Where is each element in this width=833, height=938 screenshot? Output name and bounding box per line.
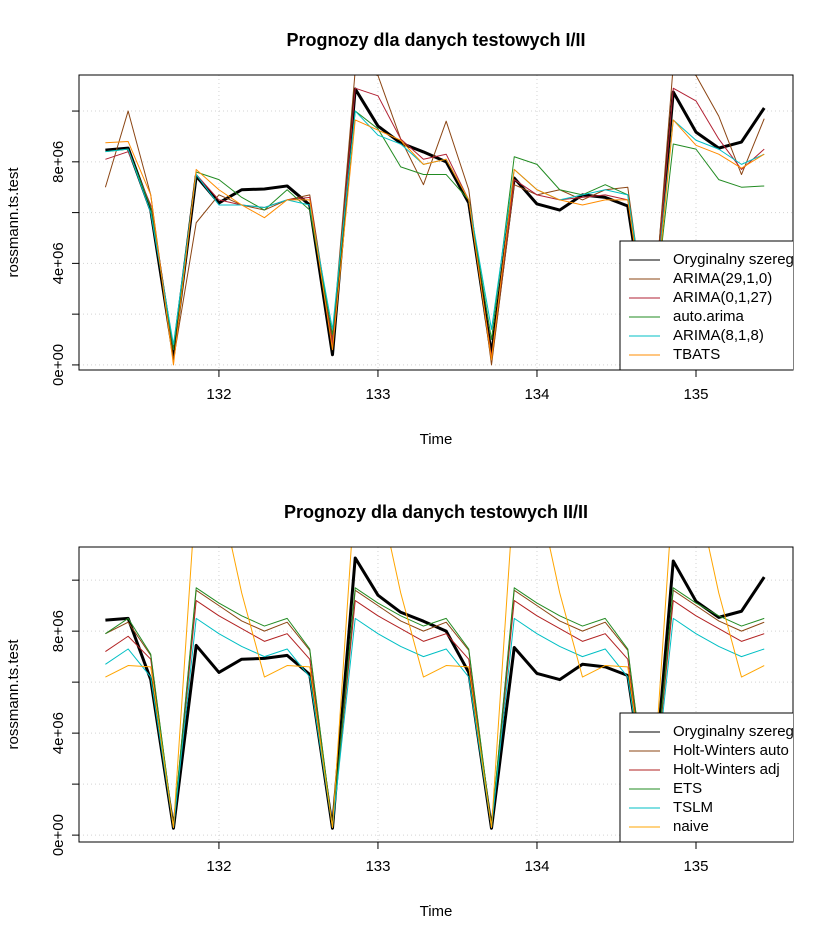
x-tick-label: 132 [206, 858, 231, 875]
legend-label: TBATS [673, 346, 720, 363]
legend-label: ARIMA(0,1,27) [673, 289, 772, 306]
y-axis-title: rossmann.ts.test [5, 167, 22, 278]
x-axis-title: Time [420, 903, 453, 920]
legend: Oryginalny szereg ARIMA(29,1,0) ARIMA(0,1,… [619, 240, 794, 370]
legend-label: auto.arima [673, 308, 745, 325]
y-tick-label: 0e+00 [50, 344, 67, 386]
plot-frame [78, 546, 794, 843]
legend-label: TSLM [673, 799, 713, 816]
x-tick-label: 133 [365, 386, 390, 403]
legend-label: Holt-Winters adj [673, 761, 780, 778]
x-tick-label: 132 [206, 386, 231, 403]
y-tick-label: 8e+06 [50, 141, 67, 183]
x-tick-label: 134 [524, 386, 549, 403]
x-tick-label: 133 [365, 858, 390, 875]
legend-label: ARIMA(8,1,8) [673, 327, 764, 344]
legend-box [619, 712, 793, 842]
legend-label: Holt-Winters auto [673, 742, 789, 759]
x-tick-label: 135 [683, 386, 708, 403]
y-tick-label: 4e+06 [50, 242, 67, 284]
legend: Oryginalny szereg Holt-Winters auto Holt-W… [619, 712, 794, 842]
chart-title: Prognozy dla danych testowych II/II [284, 502, 588, 522]
legend-box [619, 240, 793, 370]
plot-frame [78, 74, 794, 371]
chart-panel: Prognozy dla danych testowych I/II Time ro… [5, 30, 794, 448]
legend-label: naive [673, 818, 709, 835]
legend-label: Oryginalny szereg [673, 251, 794, 268]
y-tick-label: 8e+06 [50, 610, 67, 652]
x-tick-label: 134 [524, 858, 549, 875]
chart-panel: Prognozy dla danych testowych II/II Time r… [5, 502, 794, 920]
y-axis-title: rossmann.ts.test [5, 639, 22, 750]
y-tick-label: 0e+00 [50, 814, 67, 856]
legend-label: Oryginalny szereg [673, 723, 794, 740]
legend-label: ARIMA(29,1,0) [673, 270, 772, 287]
y-tick-label: 4e+06 [50, 712, 67, 754]
x-axis-title: Time [420, 431, 453, 448]
chart-title: Prognozy dla danych testowych I/II [286, 30, 585, 50]
legend-label: ETS [673, 780, 702, 797]
x-tick-label: 135 [683, 858, 708, 875]
